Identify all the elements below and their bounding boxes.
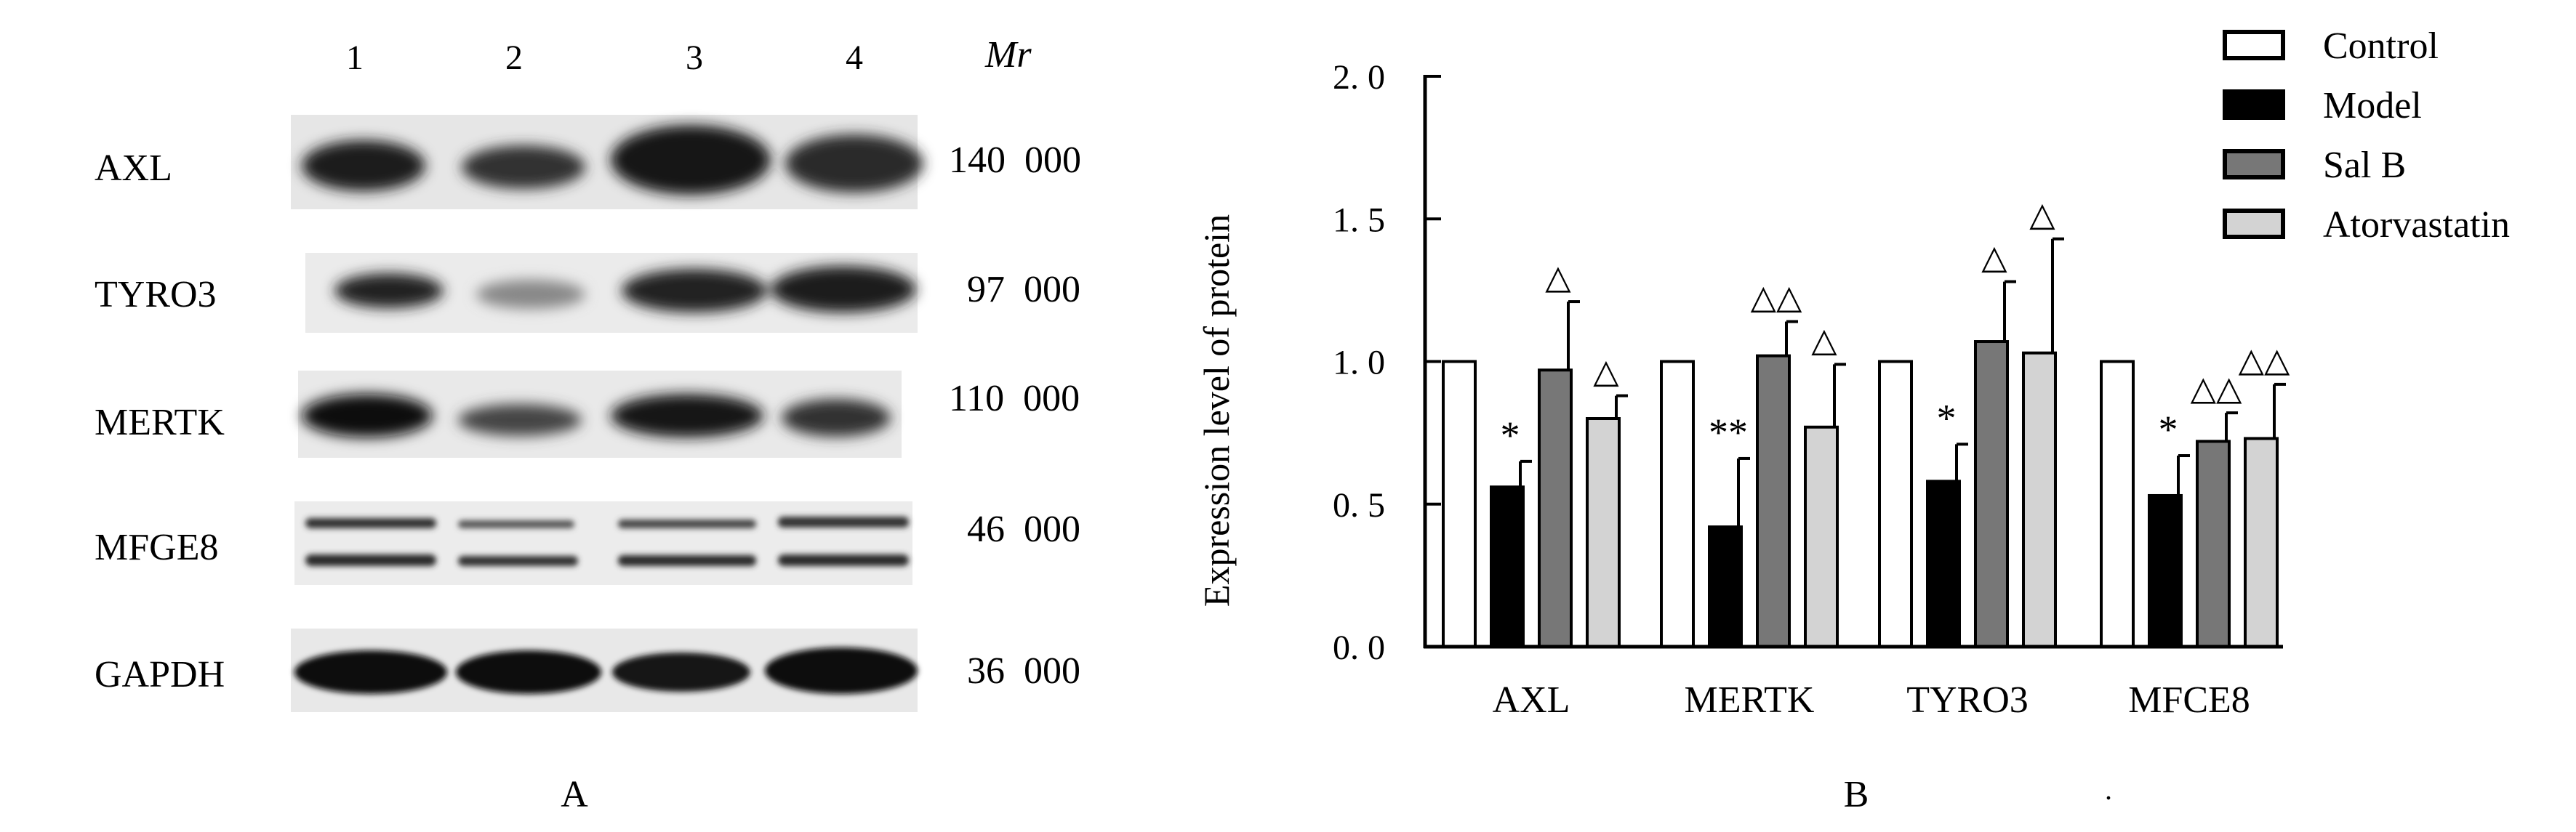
significance-mark: △ [1811, 321, 1837, 358]
x-axis-labels: AXL MERTK TYRO3 MFCE8 [1493, 679, 2250, 721]
blot-panel: 1 2 3 4 Mr AXL TYRO3 MERTK MFGE8 GAPDH 1… [95, 34, 1081, 815]
blot-mr-value: 36 000 [967, 650, 1080, 692]
bar-model [1926, 480, 1961, 648]
bar-sal-b [1974, 340, 2009, 648]
lane-number: 3 [686, 39, 703, 77]
legend-swatch-control [2223, 30, 2285, 60]
significance-mark: △ [1545, 259, 1571, 296]
y-tick-label: 1. 5 [1333, 201, 1385, 239]
significance-mark: * [1937, 396, 1957, 440]
blot-strip-gapdh [291, 629, 918, 712]
significance-mark: △ [1593, 353, 1619, 390]
legend-label: Model [2323, 85, 2422, 126]
significance-mark: △ [1981, 239, 2007, 276]
legend: Control Model Sal B Atorvastatin [2223, 25, 2510, 246]
y-tick-label: 1. 0 [1333, 344, 1385, 382]
bar-series: *△△**△△△*△△*△△△△ [1442, 196, 2290, 649]
significance-mark: △△ [1751, 279, 1802, 316]
y-tick-label: 2. 0 [1333, 58, 1385, 97]
legend-label: Atorvastatin [2323, 204, 2510, 246]
blot-strip-mertk [298, 371, 902, 458]
legend-swatch-atorvastatin [2223, 209, 2285, 239]
lane-numbers: 1 2 3 4 [346, 39, 863, 77]
blot-row-label: TYRO3 [95, 274, 217, 315]
y-axis-label: Expression level of protein [1196, 214, 1237, 607]
bar-sal-b [1756, 354, 1791, 648]
blot-row-label: AXL [95, 148, 172, 189]
blot-row-label: MERTK [95, 402, 225, 443]
x-tick-label: TYRO3 [1906, 679, 2029, 721]
y-tick-label: 0. 5 [1333, 486, 1385, 525]
legend-swatch-model [2223, 89, 2285, 120]
legend-label: Sal B [2323, 145, 2406, 186]
bar-atorvastatin [1804, 425, 1839, 649]
blot-mr-value: 140 000 [949, 140, 1081, 181]
significance-mark: △△ [2239, 342, 2290, 379]
stray-mark: . [2105, 773, 2112, 806]
bar-atorvastatin [1586, 417, 1621, 648]
blot-row-label: GAPDH [95, 654, 225, 695]
lane-number: 1 [346, 39, 364, 77]
significance-mark: ** [1709, 411, 1748, 454]
lane-number: 2 [505, 39, 523, 77]
bar-control [1878, 360, 1913, 648]
panel-label-b: B [1844, 774, 1869, 815]
axes [1423, 75, 2283, 649]
legend-label: Control [2323, 25, 2439, 67]
bar-control [1660, 360, 1695, 648]
bar-model [1708, 525, 1743, 649]
blot-mr-value: 97 000 [967, 269, 1080, 310]
bar-model [1490, 485, 1525, 649]
bar-sal-b [2196, 440, 2231, 649]
bar-atorvastatin [2022, 351, 2057, 648]
bar-sal-b [1538, 368, 1573, 648]
mr-header: Mr [984, 34, 1032, 76]
significance-mark: △△ [2191, 370, 2242, 407]
lane-number: 4 [846, 39, 863, 77]
bar-control [1442, 360, 1477, 648]
y-tick-label: 0. 0 [1333, 629, 1385, 667]
blot-row-label: MFGE8 [95, 527, 218, 568]
significance-mark: * [2159, 408, 2178, 451]
legend-swatch-sal-b [2223, 149, 2285, 179]
blot-strip-tyro3 [305, 253, 918, 333]
significance-mark: * [1501, 413, 1520, 457]
significance-mark: △ [2029, 196, 2055, 233]
x-tick-label: MFCE8 [2128, 679, 2250, 721]
blot-mr-value: 110 000 [949, 378, 1080, 419]
blot-mr-value: 46 000 [967, 509, 1080, 550]
bar-model [2148, 493, 2183, 648]
x-tick-label: MERTK [1685, 679, 1815, 721]
panel-label-a: A [561, 774, 588, 815]
x-tick-label: AXL [1493, 679, 1570, 721]
bar-chart: Expression level of protein 0. 0 0. 5 1. 0… [1196, 25, 2510, 815]
bar-atorvastatin [2244, 437, 2279, 648]
blot-strip-mfge8 [294, 501, 912, 585]
bar-control [2100, 360, 2135, 648]
blot-strip-axl [291, 115, 923, 209]
